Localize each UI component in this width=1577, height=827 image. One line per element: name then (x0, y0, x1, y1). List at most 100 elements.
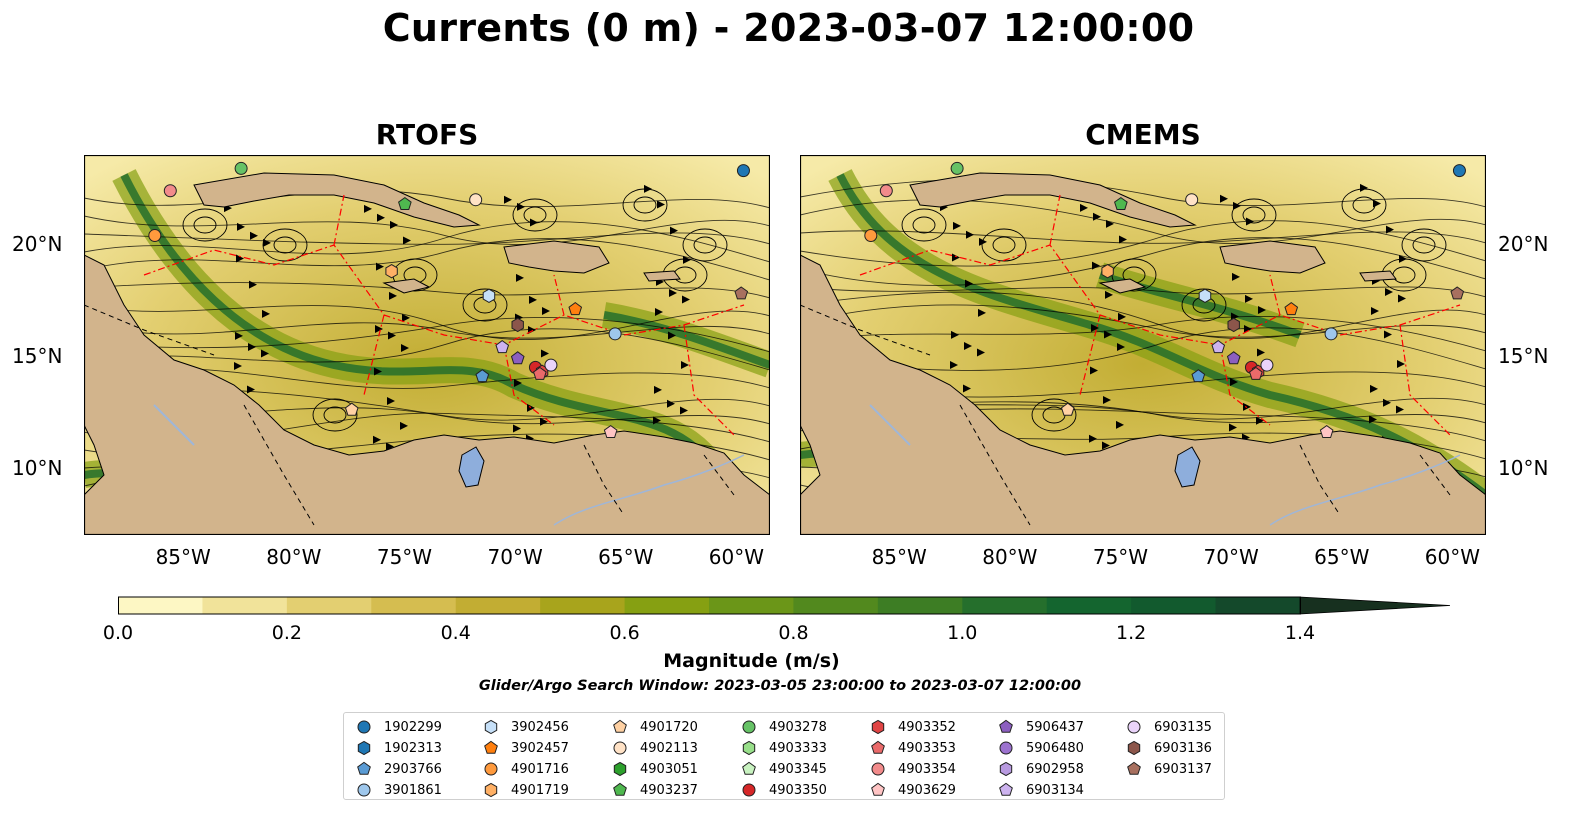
legend-label: 4901720 (640, 719, 698, 735)
legend-label: 3902456 (511, 719, 569, 735)
legend-marker-icon (613, 761, 627, 777)
float-marker (568, 301, 583, 316)
legend-item: 1902313 (356, 738, 442, 758)
panel-title-rtofs: RTOFS (375, 118, 479, 151)
legend-label: 4903237 (640, 782, 698, 798)
lat-tick-label-right: 20°N (1498, 232, 1549, 257)
float-marker (1101, 264, 1114, 279)
legend-label: 6902958 (1026, 761, 1084, 777)
colorbar-tick-label: 0.2 (271, 622, 302, 644)
lon-tick-label: 85°W (871, 545, 927, 569)
legend-label: 6903135 (1154, 719, 1212, 735)
legend-marker-icon (357, 761, 371, 775)
legend-marker-icon (613, 782, 627, 796)
legend-marker-icon (484, 740, 498, 754)
legend-marker-icon (742, 761, 756, 775)
colorbar-segment (877, 597, 963, 614)
float-marker (344, 402, 359, 416)
colorbar-label: Magnitude (m/s) (663, 650, 840, 672)
lon-tick-label: 80°W (982, 545, 1038, 569)
float-marker (1324, 327, 1338, 341)
colorbar-tick-label: 1.2 (1116, 622, 1147, 644)
float-marker (148, 228, 162, 242)
float-marker (734, 286, 749, 300)
legend-marker-icon (357, 783, 371, 797)
float-marker (544, 358, 558, 372)
colorbar-segment (202, 597, 288, 614)
legend-item: 3901861 (356, 780, 442, 800)
legend-item: 3902456 (483, 717, 569, 737)
lat-tick-label-right: 15°N (1498, 344, 1549, 369)
legend-marker-icon (357, 720, 371, 734)
lon-tick-label: 60°W (708, 545, 765, 569)
legend-marker-icon (999, 761, 1013, 777)
lon-tick-label: 65°W (598, 545, 654, 569)
colorbar-segment (624, 597, 710, 614)
map-panel-rtofs (84, 155, 770, 535)
legend-label: 6903137 (1154, 761, 1212, 777)
legend-item: 4901720 (612, 717, 698, 737)
float-marker (1060, 402, 1075, 416)
colorbar-segment (371, 597, 457, 614)
search-window-note: Glider/Argo Search Window: 2023-03-05 23… (478, 678, 1082, 694)
panel-title-cmems: CMEMS (1085, 118, 1201, 151)
colorbar-segment (286, 597, 372, 614)
legend-item: 4903278 (741, 717, 827, 737)
legend-item: 4901719 (483, 780, 569, 800)
float-marker (1114, 196, 1128, 210)
colorbar-tick-label: 0.8 (778, 622, 809, 644)
lat-tick-label-right: 10°N (1498, 455, 1549, 480)
legend-marker-icon (742, 740, 756, 756)
legend-item: 4903354 (870, 759, 956, 779)
legend-label: 4902113 (640, 740, 698, 756)
legend-item: 6902958 (998, 759, 1084, 779)
float-marker (603, 424, 618, 438)
legend-item: 4901716 (483, 759, 569, 779)
legend-item: 6903136 (1126, 738, 1212, 758)
float-marker (1260, 358, 1274, 372)
legend-item: 4903237 (612, 780, 698, 800)
colorbar-segment (1046, 597, 1132, 614)
float-marker (1211, 339, 1226, 354)
float-marker (482, 288, 496, 303)
legend-marker-icon (484, 762, 498, 776)
colorbar-segment (455, 597, 541, 614)
colorbar-tick-label: 1.0 (947, 622, 978, 644)
float-marker (608, 327, 622, 341)
legend-item: 6903134 (998, 780, 1084, 800)
legend-marker-icon (613, 741, 627, 755)
colorbar-segment (962, 597, 1048, 614)
float-marker (398, 196, 412, 210)
float-marker (864, 228, 878, 242)
colorbar-tick-label: 1.4 (1284, 622, 1316, 644)
float-marker (234, 161, 248, 175)
legend-label: 6903134 (1026, 782, 1084, 798)
colorbar-tick-label: 0.0 (102, 622, 134, 644)
colorbar-segment (709, 597, 794, 614)
float-marker (736, 164, 750, 178)
legend-label: 4903352 (898, 719, 956, 735)
legend-item: 5906480 (998, 738, 1084, 758)
legend-marker-icon (742, 783, 756, 797)
legend-label: 4903629 (898, 782, 956, 798)
colorbar-segment (540, 597, 626, 614)
legend-item: 4903352 (870, 717, 956, 737)
float-marker (879, 184, 893, 198)
colorbar-segment (793, 597, 879, 614)
legend-item: 5906437 (998, 717, 1084, 737)
legend-marker-icon (357, 740, 371, 756)
float-marker (1198, 288, 1212, 303)
legend-label: 4903354 (898, 761, 956, 777)
legend-label: 6903136 (1154, 740, 1212, 756)
legend-label: 4901719 (511, 782, 569, 798)
float-marker (1185, 193, 1199, 207)
legend-marker-icon (871, 719, 885, 735)
legend-marker-icon (742, 720, 756, 734)
legend-marker-icon (999, 719, 1013, 733)
legend-marker-icon (1127, 740, 1141, 756)
legend-marker-icon (871, 782, 885, 796)
lon-tick-label: 60°W (1424, 545, 1481, 569)
legend-item: 4903333 (741, 738, 827, 758)
float-marker (1284, 301, 1299, 316)
colorbar (118, 596, 1451, 615)
